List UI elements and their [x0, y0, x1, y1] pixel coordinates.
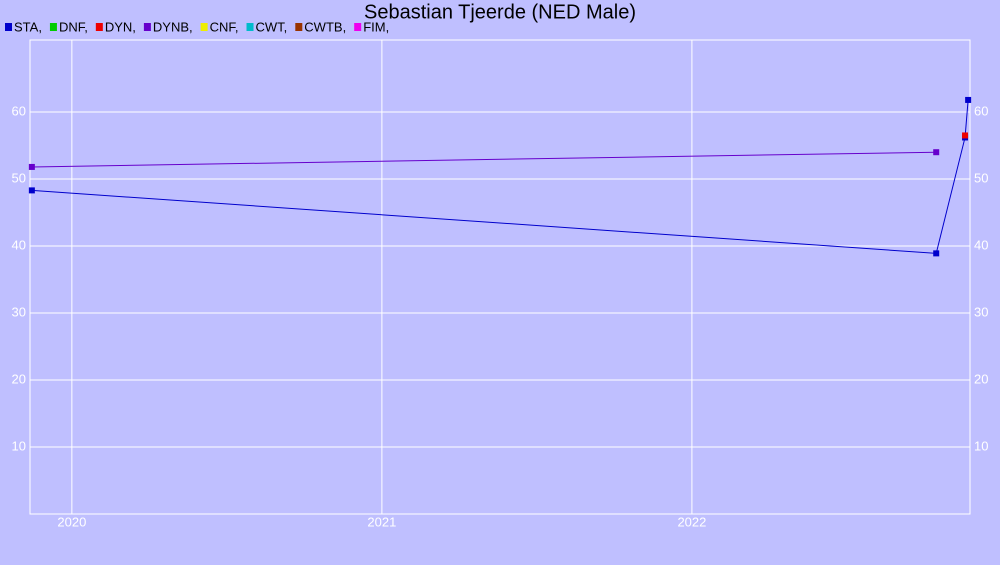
legend-label: CWT,	[256, 19, 288, 34]
y2-tick-label: 30	[974, 304, 988, 319]
legend-swatch	[354, 23, 362, 31]
data-point	[965, 96, 972, 103]
y-tick-label: 10	[12, 438, 26, 453]
legend-swatch	[200, 23, 208, 31]
legend-swatch	[5, 23, 12, 31]
y-tick-label: 40	[12, 237, 26, 252]
data-point	[933, 149, 940, 156]
y2-tick-label: 40	[974, 237, 988, 252]
x-tick-label: 2022	[677, 514, 706, 529]
legend-label: DYN,	[105, 19, 136, 34]
legend-swatch	[143, 23, 151, 31]
y2-tick-label: 20	[974, 371, 988, 386]
legend-label: DYNB,	[153, 19, 193, 34]
plot-border	[29, 39, 971, 515]
data-point	[28, 163, 35, 170]
legend-label: CNF,	[210, 19, 239, 34]
y-tick-label: 50	[12, 170, 26, 185]
legend-label: CWTB,	[304, 19, 346, 34]
y2-tick-label: 10	[974, 438, 988, 453]
x-tick-label: 2020	[57, 514, 86, 529]
chart-title: Sebastian Tjeerde (NED Male)	[364, 1, 636, 23]
y-tick-label: 20	[12, 371, 26, 386]
legend-label: DNF,	[59, 19, 88, 34]
data-point	[28, 187, 35, 194]
y-tick-label: 30	[12, 304, 26, 319]
legend-label: STA,	[14, 19, 42, 34]
legend-swatch	[95, 23, 103, 31]
y2-tick-label: 60	[974, 103, 988, 118]
legend-label: FIM,	[363, 19, 389, 34]
x-tick-label: 2021	[367, 514, 396, 529]
series-line	[31, 99, 969, 254]
y2-tick-label: 50	[974, 170, 988, 185]
y-tick-label: 60	[12, 103, 26, 118]
data-point	[962, 132, 969, 139]
legend-swatch	[295, 23, 303, 31]
legend-swatch	[246, 23, 254, 31]
data-point	[933, 250, 940, 257]
series-line	[31, 151, 937, 168]
legend-swatch	[49, 23, 57, 31]
